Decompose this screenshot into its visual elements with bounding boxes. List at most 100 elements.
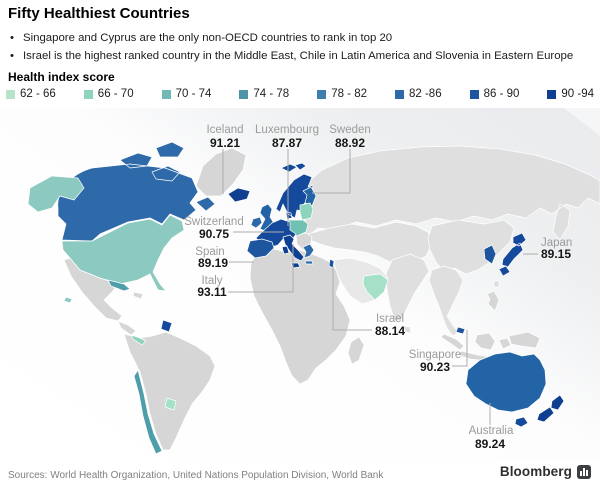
page-title: Fifty Healthiest Countries bbox=[8, 5, 190, 22]
annotation-value: 87.87 bbox=[272, 136, 302, 150]
annotation-country: Switzerland bbox=[184, 216, 243, 228]
annotation-spain: Spain 89.19 bbox=[195, 246, 228, 270]
legend-item: 82 -86 bbox=[394, 88, 442, 100]
annotation-country: Australia bbox=[469, 425, 514, 437]
annotation-israel: Israel 88.14 bbox=[375, 313, 405, 338]
bullet-text: Singapore and Cyprus are the only non-OE… bbox=[23, 32, 393, 44]
legend-swatch bbox=[161, 89, 171, 99]
country-taiwan bbox=[492, 279, 501, 289]
bullet-list: • Singapore and Cyprus are the only non-… bbox=[10, 29, 594, 65]
legend-item: 78 - 82 bbox=[317, 88, 367, 100]
legend-swatch bbox=[239, 89, 249, 99]
country-japan bbox=[498, 232, 527, 277]
country-iceland bbox=[227, 187, 251, 203]
country-iberia bbox=[246, 238, 275, 259]
annotation-luxembourg: Luxembourg 87.87 bbox=[255, 124, 319, 150]
legend-label: 66 - 70 bbox=[97, 88, 134, 100]
country-russia bbox=[298, 145, 600, 241]
country-alaska bbox=[27, 175, 85, 213]
country-australia bbox=[465, 351, 547, 413]
annotation-country: Italy bbox=[201, 275, 222, 287]
legend-label: 78 - 82 bbox=[331, 88, 367, 100]
legend-label: 86 - 90 bbox=[483, 88, 520, 100]
annotation-value: 93.11 bbox=[197, 285, 227, 299]
country-tasmania bbox=[514, 416, 529, 428]
bullet-dot: • bbox=[10, 32, 14, 44]
annotation-country: Iceland bbox=[206, 124, 243, 136]
bullet-item: • Israel is the highest ranked country i… bbox=[10, 47, 594, 65]
ocean-corner bbox=[564, 108, 600, 136]
legend-item: 70 - 74 bbox=[161, 88, 211, 100]
country-greece bbox=[302, 243, 315, 265]
annotation-value: 90.23 bbox=[420, 360, 450, 374]
country-new-zealand bbox=[536, 394, 565, 423]
country-costa-rica bbox=[130, 334, 147, 346]
annotation-italy: Italy 93.11 bbox=[197, 275, 227, 299]
country-usa bbox=[61, 214, 185, 304]
country-finland bbox=[302, 186, 317, 207]
country-baltics bbox=[299, 202, 314, 221]
annotation-country: Israel bbox=[376, 313, 404, 325]
country-africa bbox=[249, 247, 351, 385]
annotation-japan: Japan 89.15 bbox=[541, 237, 572, 261]
country-uruguay bbox=[164, 397, 177, 411]
legend-swatch bbox=[83, 89, 93, 99]
legend-item: 62 - 66 bbox=[6, 88, 56, 100]
annotation-country: Japan bbox=[541, 237, 572, 249]
color-legend: 62 - 66 66 - 70 70 - 74 74 - 78 78 - 82 … bbox=[6, 88, 594, 100]
annotation-singapore: Singapore 90.23 bbox=[409, 349, 461, 374]
map-svg: Iceland 91.21 Luxembourg 87.87 Sweden 88… bbox=[0, 108, 600, 462]
leader-sweden bbox=[312, 149, 351, 194]
bullet-item: • Singapore and Cyprus are the only non-… bbox=[10, 29, 594, 47]
brand-logo: Bloomberg bbox=[500, 464, 591, 479]
country-madagascar bbox=[347, 336, 365, 365]
leader-israel bbox=[332, 266, 372, 331]
leader-singapore bbox=[452, 330, 468, 367]
legend-swatch bbox=[317, 89, 327, 99]
country-south-america bbox=[123, 331, 216, 451]
annotation-iceland: Iceland 91.21 bbox=[206, 124, 243, 150]
country-se-asia bbox=[428, 265, 464, 337]
country-china bbox=[427, 219, 515, 275]
country-cuba bbox=[107, 279, 131, 292]
annotation-value: 89.19 bbox=[198, 256, 228, 270]
annotation-country: Spain bbox=[195, 246, 224, 258]
country-hispaniola bbox=[132, 291, 144, 300]
annotation-value: 88.92 bbox=[335, 136, 365, 150]
annotation-sweden: Sweden 88.92 bbox=[329, 124, 371, 150]
annotation-value: 90.75 bbox=[199, 227, 229, 241]
legend-swatch bbox=[6, 89, 15, 99]
country-india bbox=[385, 253, 430, 334]
legend-label: 74 - 78 bbox=[253, 88, 290, 100]
annotation-value: 89.15 bbox=[541, 247, 571, 261]
annotation-value: 91.21 bbox=[210, 136, 240, 150]
country-greenland bbox=[195, 147, 247, 197]
sources-line: Sources: World Health Organization, Unit… bbox=[8, 470, 384, 481]
legend-title: Health index score bbox=[8, 70, 115, 84]
legend-label: 90 -94 bbox=[561, 88, 594, 100]
annotation-value: 89.24 bbox=[475, 437, 505, 451]
annotation-value: 88.14 bbox=[375, 324, 405, 338]
annotation-country: Luxembourg bbox=[255, 124, 319, 136]
annotation-country: Sweden bbox=[329, 124, 371, 136]
annotation-country: Singapore bbox=[409, 349, 461, 361]
country-canada bbox=[57, 141, 216, 242]
country-ireland bbox=[250, 216, 263, 229]
country-new-guinea bbox=[508, 331, 541, 349]
legend-item: 66 - 70 bbox=[83, 88, 134, 100]
legend-label: 82 -86 bbox=[408, 88, 442, 100]
legend-swatch bbox=[394, 89, 404, 99]
bullet-dot: • bbox=[10, 50, 14, 62]
country-oman-uae bbox=[362, 273, 389, 301]
annotation-switzerland: Switzerland 90.75 bbox=[184, 216, 243, 241]
bloomberg-mark-icon bbox=[577, 464, 591, 479]
country-singapore bbox=[455, 326, 466, 335]
country-central-america bbox=[117, 320, 137, 336]
legend-swatch bbox=[547, 89, 557, 99]
country-philippines bbox=[486, 290, 500, 312]
brand-wordmark: Bloomberg bbox=[499, 464, 572, 479]
legend-item: 86 - 90 bbox=[469, 88, 520, 100]
legend-item: 74 - 78 bbox=[239, 88, 289, 100]
legend-swatch bbox=[469, 89, 479, 99]
